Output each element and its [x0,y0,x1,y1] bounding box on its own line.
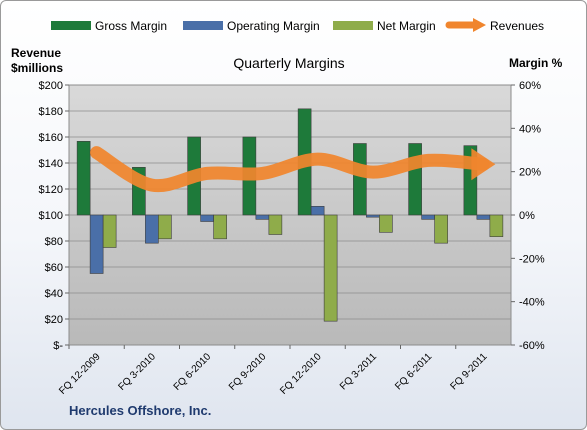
bar-operating-margin [145,214,159,244]
left-tick-label: $100 [39,210,63,222]
bar-operating-margin [200,214,214,222]
x-tick-label: FQ 3-2010 [116,351,158,393]
right-axis-ticks: -60% -40% -20% 0% 20% 40% 60% [511,80,545,352]
left-tick-label: $80 [45,236,63,248]
left-tick-label: $60 [45,262,63,274]
legend-swatch-gross-margin [51,21,91,30]
legend-revenues-arrowhead [473,18,486,32]
company-name: Hercules Offshore, Inc. [69,403,211,418]
bar-net-margin [323,214,338,322]
x-axis-ticks: FQ 12-2009 FQ 3-2010 FQ 6-2010 FQ 9-2010 FQ … [57,345,490,397]
legend-label-gross-margin: Gross Margin [95,19,167,33]
legend-label-operating-margin: Operating Margin [227,19,320,33]
right-tick-label: 0% [519,210,535,222]
x-tick-label: FQ 9-2011 [448,351,489,392]
left-tick-label: $180 [39,106,63,118]
revenue-line [90,146,496,193]
chart-title: Quarterly Margins [233,55,344,71]
left-tick-label: $160 [39,132,63,144]
x-tick-label: FQ 6-2011 [393,351,434,392]
bar-gross-margin [76,141,91,216]
bar-gross-margin [408,143,422,216]
x-tick-label: FQ 6-2010 [172,351,214,393]
right-axis-title: Margin % [509,56,563,70]
legend-swatch-net-margin [333,21,373,30]
bar-net-margin [158,214,172,240]
bar-net-margin [379,214,393,233]
bar-operating-margin [89,214,104,274]
left-axis-title-line2: $millions [11,61,63,75]
bar-net-margin [434,214,448,244]
bar-operating-margin [421,214,435,220]
left-axis-title-line1: Revenue [11,46,61,60]
right-tick-label: 40% [519,123,541,135]
x-tick-label: FQ 3-2011 [338,351,379,392]
x-tick-label: FQ 9-2010 [227,351,269,393]
legend-label-revenues: Revenues [490,19,544,33]
left-axis-ticks: $- $20 $40 $60 $80 $100 $120 $140 $160 $180 $200 [39,80,69,352]
left-tick-label: $40 [45,288,63,300]
right-tick-label: -20% [519,253,545,265]
bar-gross-margin [353,143,367,216]
legend-label-net-margin: Net Margin [377,19,436,33]
left-tick-label: $200 [39,80,63,92]
bar-net-margin [489,214,504,237]
x-tick-label: FQ 12-2009 [57,351,103,397]
bar-operating-margin [255,214,270,220]
bar-operating-margin [476,214,491,220]
bar-net-margin [268,214,283,235]
x-tick-label: FQ 12-2010 [278,351,324,397]
left-tick-label: $120 [39,184,63,196]
right-tick-label: -60% [519,340,545,352]
right-tick-label: 60% [519,80,541,92]
left-tick-label: $- [53,340,63,352]
legend-swatch-operating-margin [183,21,223,30]
bar-net-margin [102,214,117,248]
left-tick-label: $20 [45,314,63,326]
bar-net-margin [213,214,227,240]
bar-operating-margin [366,214,380,218]
right-tick-label: -40% [519,297,545,309]
right-tick-label: 20% [519,167,541,179]
legend: Gross Margin Operating Margin Net Margin… [51,18,544,33]
bar-operating-margin [310,206,325,216]
left-tick-label: $140 [39,158,63,170]
